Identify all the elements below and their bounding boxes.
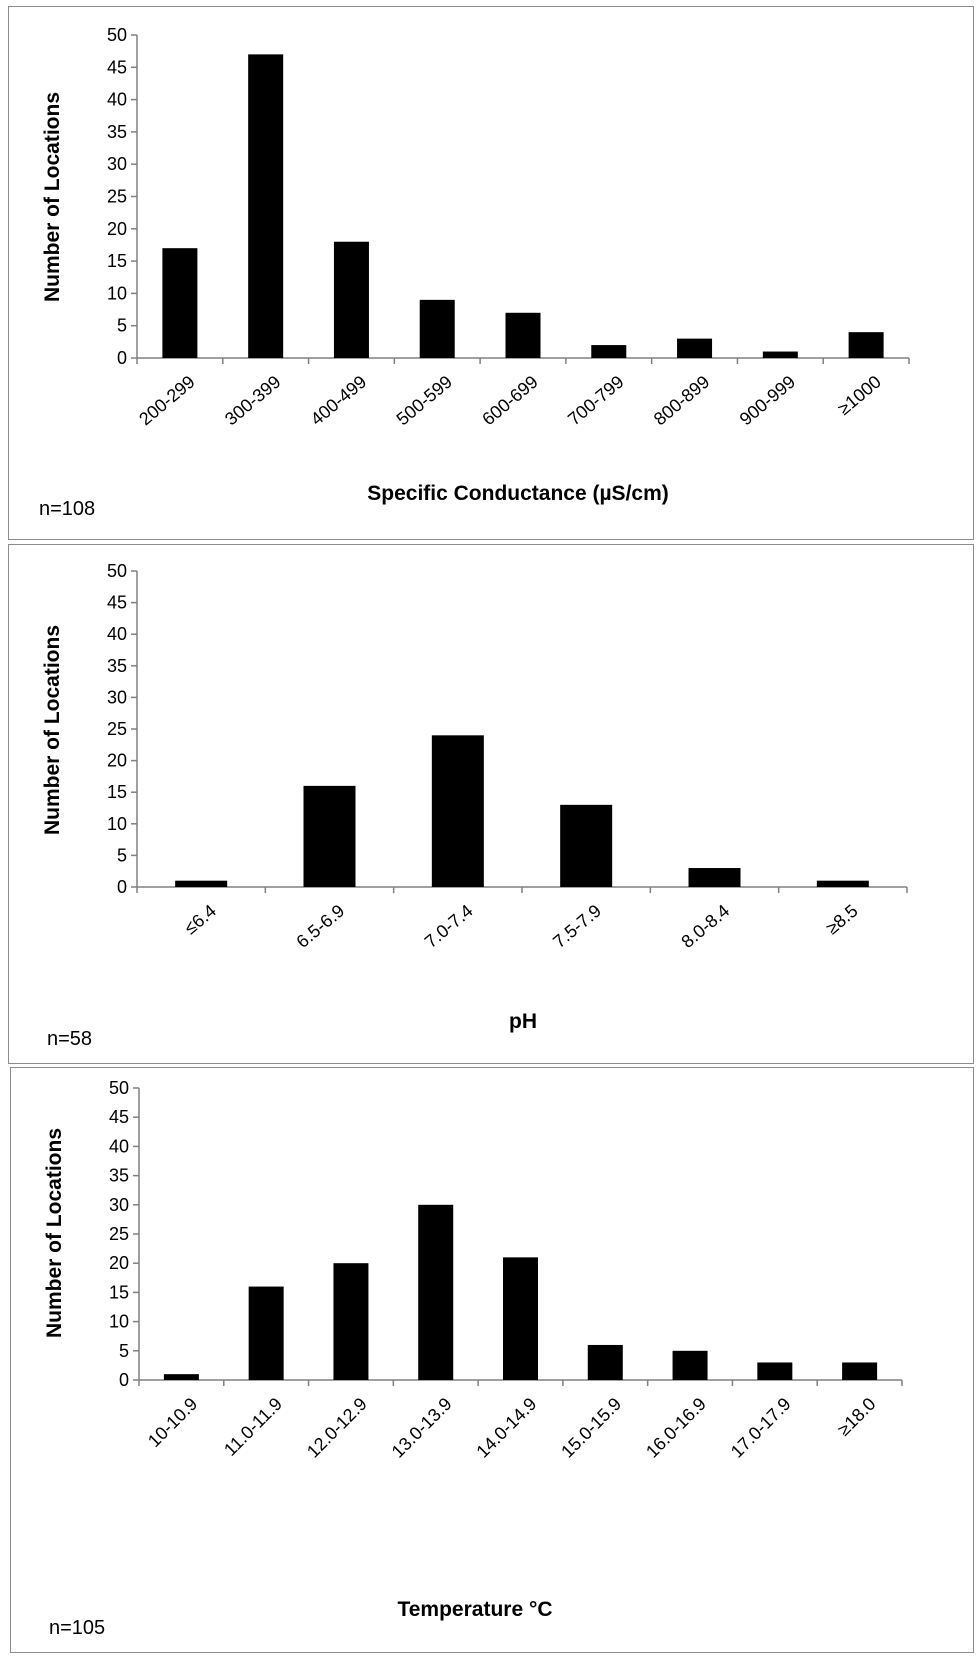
bar-7.5-7.9 — [560, 804, 613, 887]
bar-14.0-14.9 — [503, 1257, 538, 1380]
sample-size-label: n=105 — [49, 1617, 105, 1639]
conductance-chart-panel: 0 5 10 15 20 25 30 35 40 45 50 200-299 300-399 400-49… — [8, 6, 974, 540]
x-tick-label: 7.0-7.4 — [421, 901, 477, 952]
y-tick-label: 45 — [109, 1107, 129, 1127]
y-tick-label: 10 — [107, 814, 127, 834]
x-tick-label: 14.0-14.9 — [472, 1394, 540, 1462]
x-tick-label: 800-899 — [650, 372, 713, 430]
x-tick-label: 500-599 — [393, 372, 456, 430]
y-tick-label: 45 — [107, 593, 127, 613]
x-tick-label: 900-999 — [736, 372, 799, 430]
bar-800-899 — [677, 338, 713, 358]
bar-≤6.4 — [175, 880, 228, 887]
bar-700-799 — [591, 345, 627, 358]
y-tick-label: 35 — [107, 656, 127, 676]
conductance-chart: 0 5 10 15 20 25 30 35 40 45 50 200-299 300-399 400-49… — [39, 25, 910, 520]
x-tick-label: 17.0-17.9 — [727, 1394, 795, 1462]
x-tick-label: ≥8.5 — [822, 901, 862, 939]
y-tick-label: 15 — [109, 1282, 129, 1302]
y-tick-label: 0 — [117, 877, 127, 897]
x-tick-label: 13.0-13.9 — [388, 1394, 456, 1462]
y-tick-label: 20 — [107, 751, 127, 771]
y-tick-label: 5 — [119, 1341, 129, 1361]
bar-≥8.5 — [816, 880, 869, 887]
bar-12.0-12.9 — [333, 1263, 369, 1380]
x-axis-title: Temperature °C — [397, 1598, 552, 1621]
y-tick-label: 30 — [109, 1195, 129, 1215]
y-tick-label: 50 — [109, 1078, 129, 1098]
x-tick-label: ≥1000 — [834, 372, 885, 419]
y-tick-label: 5 — [117, 845, 127, 865]
bar-8.0-8.4 — [688, 868, 741, 887]
bar-500-599 — [419, 299, 455, 358]
y-tick-label: 40 — [107, 624, 127, 644]
y-tick-label: 30 — [107, 687, 127, 707]
y-tick-label: 25 — [107, 187, 127, 207]
y-tick-label: 5 — [117, 316, 127, 336]
temperature-chart: 0 5 10 15 20 25 30 35 40 45 50 10-10.9 11.0-11.9 12.0… — [43, 1078, 903, 1639]
x-tick-label: 700-799 — [564, 372, 627, 430]
y-tick-label: 0 — [117, 348, 127, 368]
sample-size-label: n=58 — [47, 1028, 92, 1050]
y-tick-label: 30 — [107, 154, 127, 174]
bar-300-399 — [248, 54, 284, 358]
y-tick-label: 35 — [107, 122, 127, 142]
y-tick-label: 25 — [109, 1224, 129, 1244]
y-tick-label: 15 — [107, 251, 127, 271]
y-tick-label: 50 — [107, 561, 127, 581]
bar-13.0-13.9 — [418, 1204, 454, 1380]
x-tick-label: 10-10.9 — [144, 1394, 201, 1451]
bar-10-10.9 — [163, 1374, 199, 1380]
x-tick-label: 11.0-11.9 — [220, 1394, 286, 1460]
x-axis-title: Specific Conductance (µS/cm) — [367, 482, 669, 505]
bar-11.0-11.9 — [248, 1286, 284, 1380]
bar-≥1000 — [848, 332, 884, 358]
y-axis-title: Number of Locations — [41, 92, 64, 302]
x-tick-label: 8.0-8.4 — [678, 901, 734, 952]
y-tick-label: 20 — [107, 219, 127, 239]
y-tick-label: 0 — [119, 1370, 129, 1390]
x-tick-label: 400-499 — [307, 372, 370, 430]
y-tick-label: 15 — [107, 782, 127, 802]
y-tick-label: 35 — [109, 1166, 129, 1186]
temperature-chart-panel: 0 5 10 15 20 25 30 35 40 45 50 10-10.9 11.0-11.9 12.0… — [10, 1067, 974, 1653]
bar-600-699 — [505, 312, 541, 358]
bar-400-499 — [333, 241, 369, 358]
ph-chart: 0 5 10 15 20 25 30 35 40 45 50 ≤6.4 6.5-6.9 7.0-7.4 7.… — [41, 561, 908, 1050]
y-tick-label: 45 — [107, 57, 127, 77]
x-tick-label: 300-399 — [221, 372, 284, 430]
y-tick-label: 10 — [107, 283, 127, 303]
bar-17.0-17.9 — [757, 1362, 793, 1380]
y-tick-label: 25 — [107, 719, 127, 739]
bar-16.0-16.9 — [672, 1350, 708, 1380]
sample-size-label: n=108 — [39, 498, 95, 520]
bar-7.0-7.4 — [431, 735, 484, 887]
x-tick-label: 16.0-16.9 — [642, 1394, 710, 1462]
y-tick-label: 40 — [107, 90, 127, 110]
bar-200-299 — [162, 248, 198, 358]
x-tick-label: 12.0-12.9 — [303, 1394, 371, 1462]
x-axis-title: pH — [509, 1010, 537, 1033]
y-tick-label: 10 — [109, 1312, 129, 1332]
y-tick-label: 20 — [109, 1253, 129, 1273]
x-tick-label: 7.5-7.9 — [549, 901, 605, 952]
y-tick-label: 50 — [107, 25, 127, 45]
y-axis-title: Number of Locations — [41, 625, 64, 835]
bar-≥18.0 — [842, 1362, 878, 1380]
x-tick-label: 15.0-15.9 — [557, 1394, 625, 1462]
x-tick-label: 600-699 — [478, 372, 541, 430]
x-tick-label: ≥18.0 — [834, 1394, 880, 1440]
y-tick-label: 40 — [109, 1136, 129, 1156]
y-axis-title: Number of Locations — [43, 1128, 66, 1338]
x-tick-label: 6.5-6.9 — [293, 901, 349, 952]
ph-chart-panel: 0 5 10 15 20 25 30 35 40 45 50 ≤6.4 6.5-6.9 7.0-7.4 7.… — [8, 544, 974, 1064]
x-tick-label: ≤6.4 — [180, 901, 220, 939]
x-tick-label: 200-299 — [135, 372, 198, 430]
bar-6.5-6.9 — [303, 785, 356, 887]
bar-900-999 — [762, 351, 798, 358]
bar-15.0-15.9 — [587, 1344, 623, 1380]
